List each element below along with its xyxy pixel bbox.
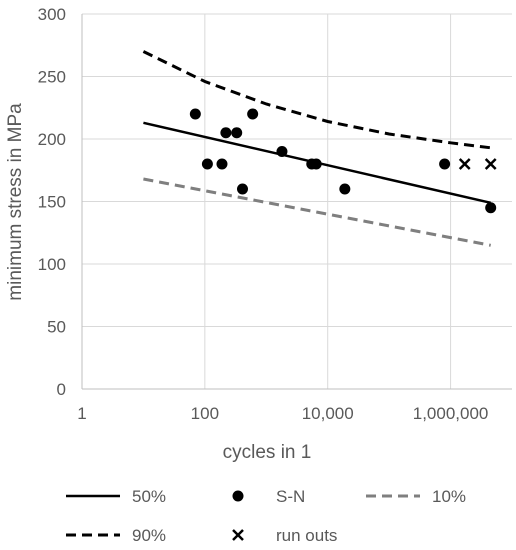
series-s-n-point	[189, 108, 201, 120]
plot-series	[142, 50, 497, 247]
y-tick-label: 200	[38, 130, 66, 149]
series-s-n-point	[236, 183, 248, 195]
series-run-outs-point	[458, 158, 471, 170]
axis-tick-labels: 0 50 100 150 200 250 300 1 100 10,000 1,000,000	[38, 5, 489, 423]
legend-item-run-outs: run outs	[232, 526, 337, 545]
legend-label: run outs	[276, 526, 337, 545]
legend-item-10: 10%	[366, 487, 466, 506]
legend-item-50: 50%	[66, 487, 166, 506]
x-tick-label: 100	[191, 404, 219, 423]
y-tick-label: 50	[47, 318, 66, 337]
series-10-line	[143, 177, 491, 247]
legend-label: 50%	[132, 487, 166, 506]
legend-swatch	[232, 529, 244, 541]
series-s-n-point	[231, 127, 243, 139]
y-tick-label: 300	[38, 5, 66, 24]
legend-item-s-n: S-N	[232, 487, 305, 506]
legend-item-90: 90%	[66, 526, 166, 545]
x-tick-label: 10,000	[302, 404, 354, 423]
legend: 50% S-N 10% 90% run outs	[66, 487, 466, 545]
grid-lines	[81, 13, 512, 390]
legend-swatch	[232, 490, 244, 502]
series-90-line	[142, 50, 491, 150]
y-axis-title: minimum stress in MPa	[5, 103, 26, 301]
legend-label: 10%	[432, 487, 466, 506]
series-s-n-point	[339, 183, 351, 195]
series-s-n-point	[216, 158, 228, 170]
x-tick-label: 1	[77, 404, 86, 423]
y-tick-label: 150	[38, 193, 66, 212]
series-s-n-point	[247, 108, 259, 120]
series-s-n-point	[220, 127, 232, 139]
legend-label: S-N	[276, 487, 305, 506]
series-s-n-point	[276, 146, 288, 157]
series-run-outs-point	[484, 158, 497, 170]
x-tick-label: 1,000,000	[413, 404, 489, 423]
y-tick-label: 250	[38, 68, 66, 87]
series-s-n-point	[310, 158, 322, 170]
x-axis-title: cycles in 1	[223, 442, 312, 463]
series-s-n-point	[201, 158, 213, 170]
y-tick-label: 0	[57, 380, 66, 399]
y-tick-label: 100	[38, 255, 66, 274]
legend-label: 90%	[132, 526, 166, 545]
series-s-n-point	[439, 158, 451, 170]
series-s-n-point	[485, 202, 497, 214]
